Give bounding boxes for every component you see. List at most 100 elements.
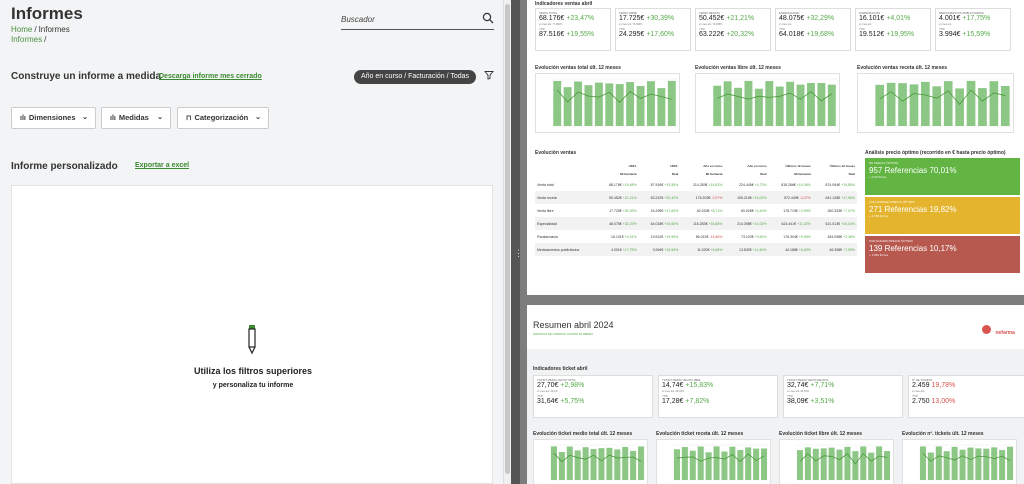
summary-subtitle: Farmacia de Lorenzo Gudiño 18 ribera: [533, 332, 594, 336]
kpi-card: Venta libre 17.725€ +30,39% vs mes ant. 73.…: [615, 8, 691, 51]
chart-bar: [550, 446, 557, 480]
chart-bar: [898, 83, 907, 126]
empty-state-title: Utiliza los filtros superiores: [193, 366, 313, 376]
search-placeholder: Buscador: [341, 15, 375, 24]
chart-bar: [876, 446, 883, 480]
chart-bar: [959, 449, 966, 480]
dimensions-dropdown[interactable]: ılı Dimensiones ⌄: [11, 107, 96, 129]
scrollbar-thumb[interactable]: [505, 4, 510, 474]
chart-bar: [713, 85, 722, 126]
chart-bar: [921, 81, 930, 126]
filter-icon[interactable]: [484, 70, 494, 80]
download-closed-month-link[interactable]: Descarga informe mes cerrado: [159, 73, 262, 80]
kpi-value: 68.176€ +23,47%: [539, 15, 595, 22]
chart-bar: [868, 452, 875, 480]
mini-chart: [902, 439, 1017, 484]
chart-line: [879, 89, 1006, 105]
chart-bar: [927, 452, 934, 480]
sub-breadcrumb-informes[interactable]: Informes: [11, 35, 43, 44]
price-box-value: 957 Referencias 70,01%: [869, 166, 957, 175]
kpi-sub: vs mes ant.: [939, 23, 952, 26]
chart-bar: [836, 449, 843, 480]
search-box[interactable]: Buscador: [341, 10, 494, 30]
mini-chart: [656, 439, 771, 484]
kpi-label: Especialidad: [779, 11, 800, 15]
pencil-icon: [248, 325, 256, 355]
kpi-sub: vs mes ant. 77.901%: [539, 23, 563, 26]
kpi-ytd-label: YTD: [537, 394, 543, 398]
chart-title: Evolución nº. tickets últ. 12 meses: [902, 431, 984, 437]
chart-bar: [909, 84, 919, 126]
export-excel-link[interactable]: Exportar a excel: [135, 162, 190, 169]
left-scrollbar[interactable]: [503, 0, 511, 484]
kpi-card: Especialidad 48.075€ +32,29% vs mes ant. YTD…: [775, 8, 851, 51]
kpi-card: Ticket medio venta total 27,70€ +2,98% vs m…: [533, 375, 653, 418]
chart-bar: [737, 449, 744, 480]
chart-bar: [584, 85, 593, 126]
kpi-sub: vs mes ant. 99,33%: [662, 390, 684, 393]
builder-title: Construye un informe a medida: [11, 71, 162, 82]
kpi-value: 27,70€ +2,98%: [537, 382, 585, 389]
chart-bar: [765, 81, 774, 126]
kpi-ytd-value: 38,09€ +3,51%: [787, 398, 835, 405]
chart-bar: [884, 451, 891, 480]
chart-bar: [574, 450, 581, 480]
kpi-value: 4.001€ +17,75%: [939, 15, 991, 22]
chart-bar: [615, 84, 624, 126]
empty-state-subtitle: y personaliza tu informe: [212, 382, 294, 389]
breadcrumb-informes[interactable]: Informes: [38, 25, 70, 34]
chart-line: [922, 453, 1011, 462]
split-divider[interactable]: ⋮: [511, 0, 523, 484]
chevron-down-icon: ⌄: [157, 114, 163, 121]
price-box-value: 139 Referencias 10,17%: [869, 244, 957, 253]
optimal-price-box: En precio óptimo 957 Referencias 70,01% + …: [865, 158, 1020, 195]
chart-bar: [614, 449, 621, 480]
chart-title: Evolución ticket medio total últ. 12 mes…: [533, 431, 633, 437]
chart-bar: [955, 88, 964, 126]
kpi-value: 32,74€ +7,71%: [787, 382, 835, 389]
kpi-ytd-label: YTD: [859, 27, 865, 31]
kpi-sub: vs mes ant.: [912, 390, 925, 393]
search-icon[interactable]: [482, 12, 494, 24]
kpi-card: Dispensación 16.101€ +4,01% vs mes ant. YTD 1…: [855, 8, 931, 51]
table-row: Parafarmacia 16.101€ +4,01% 19.512€ +19,95…: [537, 234, 855, 239]
chart-bar: [647, 81, 655, 126]
chart-bar: [626, 82, 635, 126]
breadcrumb-home[interactable]: Home: [11, 25, 33, 34]
chart-bar: [574, 81, 582, 126]
chart-line: [553, 452, 642, 463]
kpi-card: Venta total 68.176€ +23,47% vs mes ant. 77.…: [535, 8, 611, 51]
chart-bar: [820, 448, 827, 480]
chart-bar: [761, 448, 768, 480]
chart-bar: [622, 446, 629, 480]
kpi-label: Venta receta: [699, 11, 720, 15]
chart-bar: [553, 80, 562, 126]
measures-label: Medidas: [118, 113, 149, 122]
chart-title: Evolución ventas receta últ. 12 meses: [857, 65, 948, 71]
kpi-ytd-label: YTD: [787, 394, 793, 398]
chart-bar: [935, 446, 942, 480]
split-grip-icon[interactable]: ⋮: [514, 248, 523, 258]
price-box-label: En precio óptimo: [869, 161, 899, 165]
categorization-label: Categorización: [194, 113, 249, 122]
kpi-card: Medicamentos publicitarios 4.001€ +17,75% v…: [935, 8, 1011, 51]
measures-dropdown[interactable]: ılı Medidas ⌄: [101, 107, 171, 129]
chart-line: [676, 453, 765, 463]
categorization-dropdown[interactable]: ⊓ Categorización ⌄: [177, 107, 269, 129]
dimensions-label: Dimensiones: [28, 113, 76, 122]
kpi-ytd-label: YTD: [939, 27, 945, 31]
chevron-down-icon: ⌄: [82, 114, 88, 121]
chart-bar: [991, 447, 998, 480]
sales-evolution-title: Evolución ventas: [535, 150, 577, 156]
chart-bar: [1007, 446, 1014, 480]
chart-bar: [796, 450, 803, 480]
chart-bar: [638, 446, 645, 480]
kpi-label: Medicamentos publicitarios: [939, 11, 984, 15]
kpi-sub: vs mes ant. 79.435%: [699, 23, 723, 26]
mini-chart: [533, 439, 648, 484]
filter-pill[interactable]: Año en curso / Facturación / Todas: [354, 70, 477, 84]
chart-bar: [999, 450, 1006, 480]
chart-line: [717, 91, 833, 102]
chart-bar: [673, 449, 680, 480]
kpi-ytd-label: YTD: [619, 27, 625, 31]
